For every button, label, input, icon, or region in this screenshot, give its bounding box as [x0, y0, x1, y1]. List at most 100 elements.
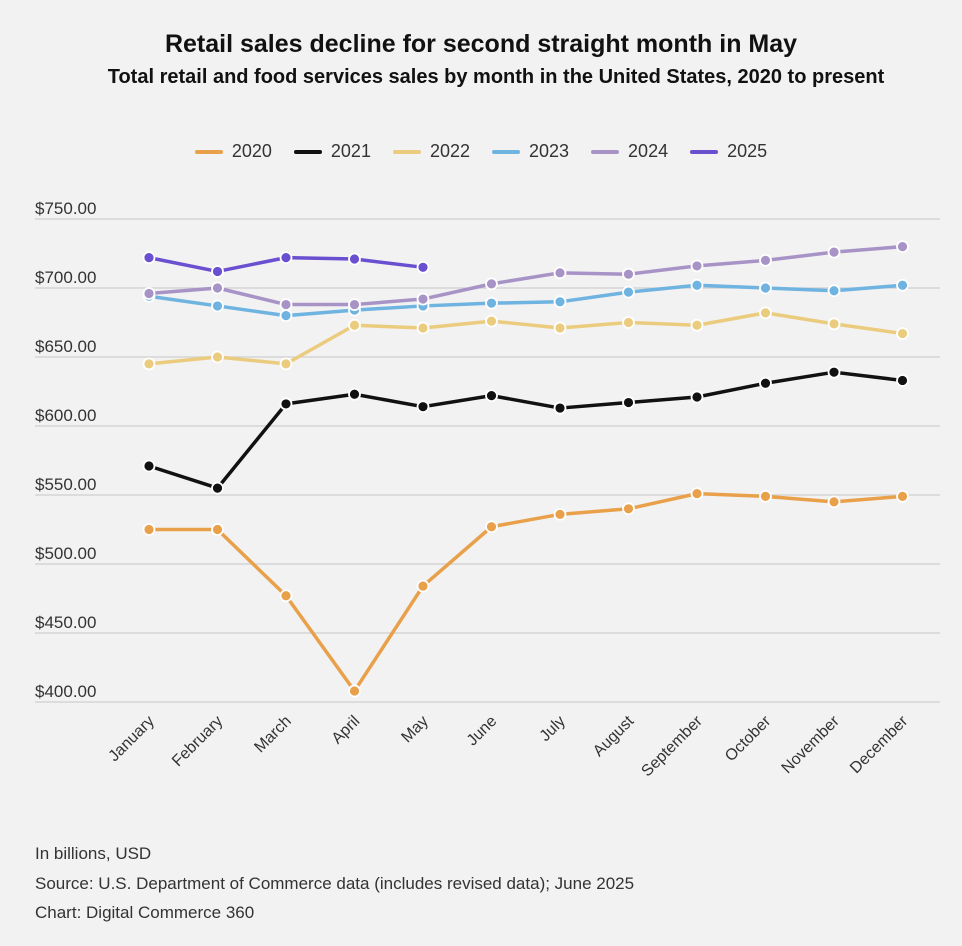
legend-swatch [392, 149, 421, 154]
data-point-2020-december [896, 489, 909, 503]
data-point-2024-april [348, 298, 361, 311]
x-tick-label: January [106, 713, 158, 765]
data-point-2024-november [827, 245, 841, 259]
legend-item-2025[interactable]: 2025 [690, 141, 767, 162]
x-tick-label: October [722, 712, 775, 765]
legend-item-2024[interactable]: 2024 [591, 141, 668, 162]
data-point-2024-june [485, 277, 498, 291]
data-point-2022-june [485, 314, 498, 328]
data-point-2022-may [416, 321, 430, 335]
data-point-2021-february [211, 481, 224, 495]
data-point-2021-june [485, 389, 498, 403]
y-tick-label: $550.00 [35, 475, 96, 494]
legend-label: 2021 [330, 141, 371, 161]
data-point-2024-january [142, 287, 156, 300]
x-tick-label: May [398, 713, 431, 746]
data-point-2021-october [759, 376, 772, 390]
series-line-2024 [147, 244, 905, 307]
data-point-2021-march [279, 397, 293, 411]
data-point-2020-august [622, 502, 635, 516]
data-point-2023-november [827, 284, 841, 298]
data-point-2020-april [348, 684, 361, 698]
x-tick-label: April [329, 713, 364, 748]
x-tick-label: November [779, 712, 844, 777]
legend-swatch [293, 149, 322, 154]
data-point-2023-october [759, 281, 772, 295]
data-point-2020-november [827, 495, 841, 509]
data-point-2021-september [690, 390, 704, 404]
legend-swatch [690, 149, 719, 154]
x-tick-label: March [251, 713, 294, 756]
data-point-2025-march [279, 251, 293, 265]
legend-swatch [492, 149, 520, 154]
legend-item-2020[interactable]: 2020 [194, 141, 272, 162]
data-point-2021-november [827, 365, 841, 379]
data-point-2021-january [142, 459, 156, 473]
data-point-2025-february [211, 265, 224, 278]
data-point-2023-february [211, 299, 224, 313]
data-point-2023-march [279, 309, 293, 323]
legend-swatch [194, 149, 223, 154]
data-point-2020-july [553, 507, 567, 521]
data-point-2022-january [142, 357, 156, 371]
data-point-2022-march [279, 357, 293, 371]
data-point-2023-june [485, 296, 498, 310]
units-note: In billions, USD [35, 844, 152, 863]
legend-label: 2022 [429, 141, 470, 161]
data-point-2020-september [690, 487, 704, 501]
source-note: Source: U.S. Department of Commerce data… [35, 874, 635, 893]
x-tick-label: July [537, 713, 569, 745]
data-point-2023-august [622, 285, 635, 299]
legend-item-2021[interactable]: 2021 [293, 141, 371, 162]
x-tick-label: September [638, 712, 706, 780]
x-tick-label: August [590, 712, 638, 760]
y-tick-label: $450.00 [35, 613, 96, 632]
data-point-2024-february [211, 281, 224, 295]
data-point-2023-september [690, 278, 704, 292]
y-tick-label: $500.00 [35, 544, 96, 563]
data-point-2022-september [690, 318, 704, 332]
legend-label: 2025 [727, 141, 768, 161]
x-tick-label: December [847, 712, 912, 777]
legend-label: 2024 [628, 141, 669, 161]
data-point-2020-may [416, 579, 430, 593]
legend-swatch [591, 149, 620, 154]
y-tick-label: $700.00 [35, 268, 96, 287]
series-line-2022 [147, 311, 905, 366]
series-line-2020 [147, 491, 905, 693]
data-point-2024-august [622, 267, 635, 281]
legend-label: 2023 [529, 141, 570, 161]
chart-subtitle: Total retail and food services sales by … [107, 66, 885, 88]
data-point-2024-september [690, 259, 704, 273]
data-point-2023-december [896, 278, 909, 292]
data-point-2022-july [553, 321, 567, 335]
y-tick-label: $600.00 [35, 406, 96, 425]
credit-note: Chart: Digital Commerce 360 [35, 903, 255, 922]
data-point-2023-july [553, 295, 567, 309]
data-point-2020-october [759, 489, 772, 503]
series-line-2023 [147, 283, 905, 318]
data-point-2022-february [211, 350, 224, 364]
data-point-2024-july [553, 266, 567, 280]
data-point-2022-april [348, 318, 361, 332]
data-point-2020-february [211, 523, 224, 536]
y-tick-label: $650.00 [35, 337, 96, 356]
data-point-2022-october [759, 306, 772, 320]
legend-item-2023[interactable]: 2023 [492, 141, 569, 162]
data-point-2025-may [416, 260, 430, 274]
series-line-2021 [147, 370, 905, 490]
y-tick-label: $750.00 [35, 199, 96, 218]
data-point-2021-august [622, 396, 635, 409]
data-point-2022-november [827, 317, 841, 331]
data-point-2024-october [759, 253, 772, 267]
data-point-2020-january [142, 523, 156, 536]
data-point-2022-december [896, 327, 909, 340]
data-point-2020-march [279, 589, 293, 603]
y-tick-label: $400.00 [35, 682, 96, 701]
x-tick-label: February [169, 713, 226, 770]
x-tick-label: June [464, 713, 501, 750]
data-point-2020-june [485, 520, 498, 534]
data-point-2025-april [348, 252, 361, 266]
legend-item-2022[interactable]: 2022 [392, 141, 470, 162]
